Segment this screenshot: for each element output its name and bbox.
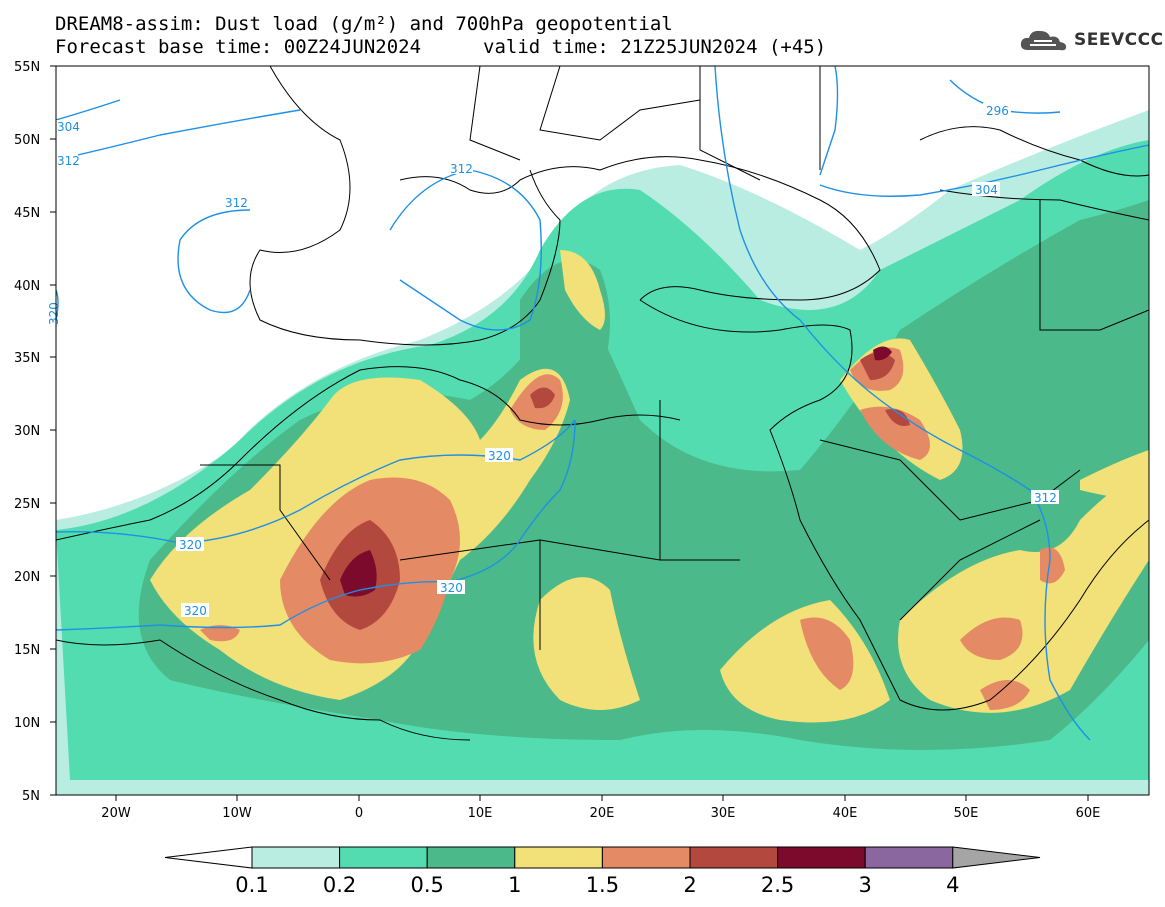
lat-label-55n: 55N xyxy=(14,60,40,75)
contour-label-304: 304 xyxy=(975,183,998,197)
colorbar-swatch xyxy=(339,846,428,869)
lat-label-40n: 40N xyxy=(14,279,40,294)
contour-label-312: 312 xyxy=(57,154,80,168)
contour-labels: 304 312 312 312 320 320 320 320 320 304 … xyxy=(47,103,1059,618)
contour-label-320: 320 xyxy=(440,581,463,595)
colorbar-swatch xyxy=(426,846,516,869)
lon-labels: 20W 10W 0 10E 20E 30E 40E 50E 60E xyxy=(101,806,1100,821)
colorbar-swatch xyxy=(689,846,779,869)
lon-label-0: 0 xyxy=(355,806,363,821)
contour-label-312: 312 xyxy=(1034,491,1057,505)
colorbar-label: 1 xyxy=(508,873,521,897)
contour-label-312: 312 xyxy=(225,196,248,210)
lat-label-20n: 20N xyxy=(14,570,40,585)
contour-label-320: 320 xyxy=(47,302,61,325)
colorbar-label: 1.5 xyxy=(586,873,619,897)
lon-label-10e: 10E xyxy=(468,806,493,821)
colorbar-label: 0.5 xyxy=(410,873,443,897)
lon-label-40e: 40E xyxy=(833,806,858,821)
lon-axis xyxy=(115,795,1089,801)
colorbar-swatch xyxy=(864,846,954,869)
colorbar-label: 4 xyxy=(946,873,959,897)
lon-label-50e: 50E xyxy=(954,806,979,821)
coastlines xyxy=(56,66,1149,741)
contour-label-304: 304 xyxy=(57,120,80,134)
colorbar-under-triangle xyxy=(164,846,253,869)
dust-fields xyxy=(56,110,1149,795)
lat-label-10n: 10N xyxy=(14,716,40,731)
lon-label-10w: 10W xyxy=(222,806,252,821)
colorbar: 0.1 0.2 0.5 1 1.5 2 2.5 3 4 xyxy=(164,846,1041,897)
contour-label-312: 312 xyxy=(450,162,473,176)
colorbar-label: 2.5 xyxy=(761,873,794,897)
contour-label-296: 296 xyxy=(986,104,1009,118)
colorbar-swatch xyxy=(601,846,691,869)
lat-labels: 55N 50N 45N 40N 35N 30N 25N 20N 15N 10N … xyxy=(14,60,40,804)
lat-label-5n: 5N xyxy=(22,789,40,804)
colorbar-label: 0.1 xyxy=(235,873,268,897)
colorbar-label: 3 xyxy=(859,873,872,897)
cloud-icon xyxy=(1020,30,1067,51)
lat-label-15n: 15N xyxy=(14,643,40,658)
lat-label-50n: 50N xyxy=(14,133,40,148)
seevccc-logo: SEEVCCC xyxy=(1018,26,1164,54)
lat-axis xyxy=(50,65,56,796)
colorbar-label: 0.2 xyxy=(323,873,356,897)
lat-label-30n: 30N xyxy=(14,424,40,439)
lon-label-30e: 30E xyxy=(711,806,736,821)
lat-label-25n: 25N xyxy=(14,497,40,512)
logo-text: SEEVCCC xyxy=(1074,30,1164,50)
lon-label-60e: 60E xyxy=(1076,806,1101,821)
lat-label-35n: 35N xyxy=(14,351,40,366)
contour-label-320: 320 xyxy=(179,538,202,552)
contour-label-320: 320 xyxy=(488,449,511,463)
colorbar-swatch xyxy=(777,846,866,869)
lon-label-20e: 20E xyxy=(590,806,615,821)
contour-label-320: 320 xyxy=(184,604,207,618)
lon-label-20w: 20W xyxy=(101,806,131,821)
valid-time: valid time: 21Z25JUN2024 (+45) xyxy=(483,36,827,58)
colorbar-label: 2 xyxy=(683,873,696,897)
colorbar-over-triangle xyxy=(952,846,1041,869)
forecast-base-time: Forecast base time: 00Z24JUN2024 xyxy=(55,36,422,58)
lat-label-45n: 45N xyxy=(14,206,40,221)
map-title: DREAM8-assim: Dust load (g/m²) and 700hP… xyxy=(55,13,673,35)
colorbar-swatch xyxy=(251,846,341,869)
colorbar-swatch xyxy=(514,846,603,869)
